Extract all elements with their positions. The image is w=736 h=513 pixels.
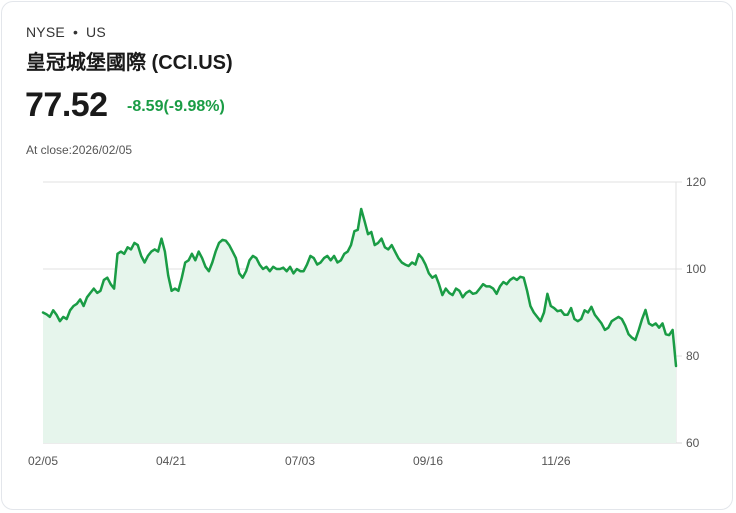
- separator-dot: •: [72, 24, 79, 40]
- close-date-label: At close:2026/02/05: [26, 143, 133, 157]
- market-name: US: [86, 24, 106, 40]
- stock-title: 皇冠城堡國際 (CCI.US): [26, 52, 233, 74]
- exchange-name: NYSE: [26, 24, 65, 40]
- price-change: -8.59(-9.98%): [127, 98, 225, 115]
- y-axis-ticks: 120 100 80 60: [686, 175, 706, 450]
- x-tick-label: 11/26: [541, 454, 570, 468]
- x-tick-label: 02/05: [28, 454, 58, 468]
- x-tick-label: 09/16: [413, 454, 443, 468]
- x-axis-ticks: 02/05 04/21 07/03 09/16 11/26: [28, 454, 571, 468]
- y-tick-label: 60: [686, 436, 700, 450]
- price-area-fill: [43, 209, 676, 443]
- y-tick-label: 100: [686, 262, 706, 276]
- y-tick-label: 120: [686, 175, 706, 189]
- y-tick-label: 80: [686, 349, 700, 363]
- price-line[interactable]: [41, 207, 678, 368]
- x-tick-label: 04/21: [156, 454, 186, 468]
- x-tick-label: 07/03: [285, 454, 315, 468]
- current-price: 77.52: [25, 86, 108, 124]
- exchange-line: NYSE • US: [26, 24, 106, 40]
